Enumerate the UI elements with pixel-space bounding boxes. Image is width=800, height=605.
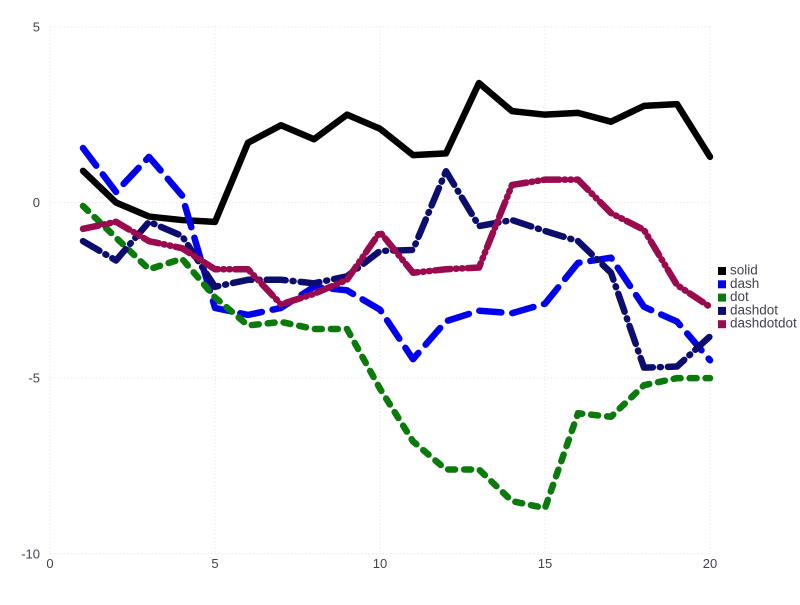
svg-text:0: 0: [33, 195, 40, 210]
svg-text:-10: -10: [21, 546, 40, 561]
svg-text:0: 0: [46, 556, 53, 571]
svg-text:10: 10: [373, 556, 387, 571]
svg-text:dashdotdot: dashdotdot: [730, 316, 797, 331]
svg-text:5: 5: [33, 19, 40, 34]
svg-text:15: 15: [538, 556, 552, 571]
svg-text:5: 5: [211, 556, 218, 571]
svg-text:20: 20: [703, 556, 717, 571]
svg-text:-5: -5: [28, 371, 40, 386]
